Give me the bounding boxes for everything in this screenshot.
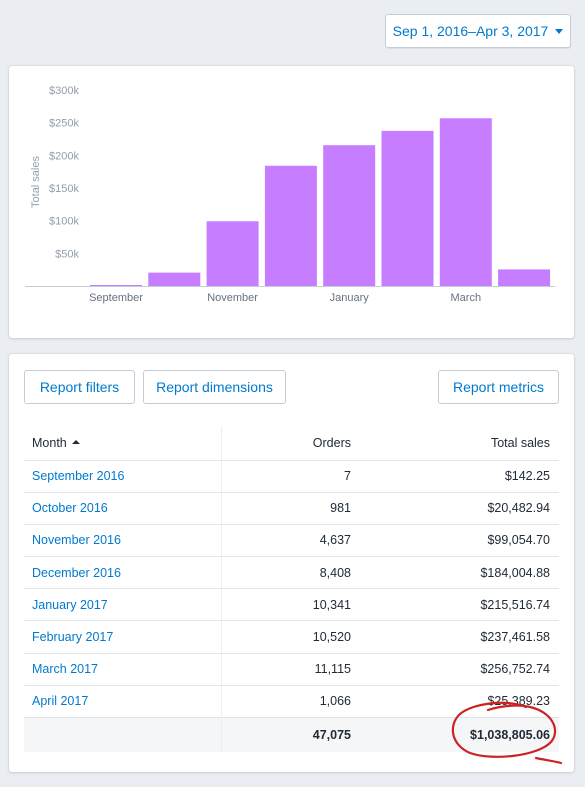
y-axis-label: Total sales bbox=[30, 156, 42, 208]
y-tick-label: $100k bbox=[49, 216, 79, 228]
caret-down-icon bbox=[555, 28, 564, 34]
bar-january-2017[interactable] bbox=[323, 145, 376, 286]
total-sales-cell: $237,461.58 bbox=[360, 620, 559, 654]
total-sales-column-header[interactable]: Total sales bbox=[490, 435, 550, 450]
orders-cell: 10,520 bbox=[221, 620, 360, 654]
month-cell[interactable]: March 2017 bbox=[24, 652, 222, 686]
month-cell[interactable]: November 2016 bbox=[24, 523, 222, 557]
table-row: January 2017 10,341 $215,516.74 bbox=[24, 588, 559, 621]
report-filters-button[interactable]: Report filters bbox=[24, 370, 135, 404]
date-range-picker-button[interactable]: Sep 1, 2016–Apr 3, 2017 bbox=[385, 14, 571, 48]
orders-column-header[interactable]: Orders bbox=[312, 435, 351, 450]
sort-ascending-icon bbox=[71, 440, 80, 445]
total-sales-bar-chart: $50k $100k $150k $200k $250k $300k September N… bbox=[25, 85, 555, 304]
y-tick-label: $50k bbox=[55, 248, 79, 260]
orders-cell: 8,408 bbox=[221, 556, 360, 589]
orders-cell: 7 bbox=[221, 459, 360, 493]
y-tick-label: $300k bbox=[49, 85, 79, 97]
total-sales-cell: $99,054.70 bbox=[360, 523, 559, 557]
orders-cell: 11,115 bbox=[221, 652, 360, 686]
report-table-card: Report filters Report dimensions Report … bbox=[9, 354, 574, 772]
month-cell[interactable]: April 2017 bbox=[24, 684, 222, 718]
table-row: April 2017 1,066 $25,389.23 bbox=[24, 684, 559, 718]
month-cell[interactable]: October 2016 bbox=[24, 491, 222, 525]
table-row: October 2016 981 $20,482.94 bbox=[24, 491, 559, 525]
report-metrics-button[interactable]: Report metrics bbox=[438, 370, 559, 404]
table-row: December 2016 8,408 $184,004.88 bbox=[24, 556, 559, 589]
totals-row: 47,075 $1,038,805.06 bbox=[24, 717, 559, 752]
table-row: February 2017 10,520 $237,461.58 bbox=[24, 620, 559, 654]
bar-september-2016[interactable] bbox=[90, 285, 142, 286]
y-tick-label: $200k bbox=[49, 150, 79, 162]
orders-cell: 1,066 bbox=[221, 684, 360, 718]
sales-report-table: Month Orders Total sales September 2016 … bbox=[24, 426, 559, 752]
bar-december-2016[interactable] bbox=[264, 165, 317, 286]
month-cell[interactable]: December 2016 bbox=[24, 556, 222, 589]
orders-cell: 4,637 bbox=[221, 523, 360, 557]
bar-february-2017[interactable] bbox=[381, 130, 434, 286]
table-row: November 2016 4,637 $99,054.70 bbox=[24, 523, 559, 557]
x-tick-label: January bbox=[330, 292, 370, 304]
sales-chart-card: $50k $100k $150k $200k $250k $300k September N… bbox=[9, 66, 574, 338]
x-tick-label: November bbox=[207, 292, 258, 304]
total-sales-cell: $20,482.94 bbox=[360, 491, 559, 525]
total-orders-cell: 47,075 bbox=[221, 717, 360, 752]
total-sales-cell: $184,004.88 bbox=[360, 556, 559, 589]
total-sales-cell: $25,389.23 bbox=[360, 684, 559, 718]
table-row: September 2016 7 $142.25 bbox=[24, 459, 559, 493]
total-sales-cell: $256,752.74 bbox=[360, 652, 559, 686]
bar-october-2016[interactable] bbox=[148, 272, 201, 286]
date-range-label: Sep 1, 2016–Apr 3, 2017 bbox=[392, 23, 549, 39]
month-header-label: Month bbox=[32, 435, 67, 450]
month-cell[interactable]: January 2017 bbox=[24, 588, 222, 621]
table-row: March 2017 11,115 $256,752.74 bbox=[24, 652, 559, 686]
total-sales-cell: $142.25 bbox=[360, 459, 559, 493]
bar-april-2017[interactable] bbox=[498, 269, 551, 286]
y-tick-label: $150k bbox=[49, 183, 79, 195]
bar-november-2016[interactable] bbox=[206, 221, 259, 286]
month-cell[interactable]: February 2017 bbox=[24, 620, 222, 654]
grand-total-sales-cell: $1,038,805.06 bbox=[360, 717, 559, 752]
x-tick-label: March bbox=[451, 292, 482, 304]
orders-cell: 10,341 bbox=[221, 588, 360, 621]
y-tick-label: $250k bbox=[49, 118, 79, 130]
month-column-header[interactable]: Month bbox=[24, 426, 222, 460]
orders-cell: 981 bbox=[221, 491, 360, 525]
table-header-row: Month Orders Total sales bbox=[24, 426, 559, 460]
month-cell[interactable]: September 2016 bbox=[24, 459, 222, 493]
report-dimensions-button[interactable]: Report dimensions bbox=[143, 370, 286, 404]
bar-march-2017[interactable] bbox=[439, 118, 492, 286]
totals-month-cell bbox=[24, 717, 222, 752]
x-tick-label: September bbox=[89, 292, 143, 304]
total-sales-cell: $215,516.74 bbox=[360, 588, 559, 621]
